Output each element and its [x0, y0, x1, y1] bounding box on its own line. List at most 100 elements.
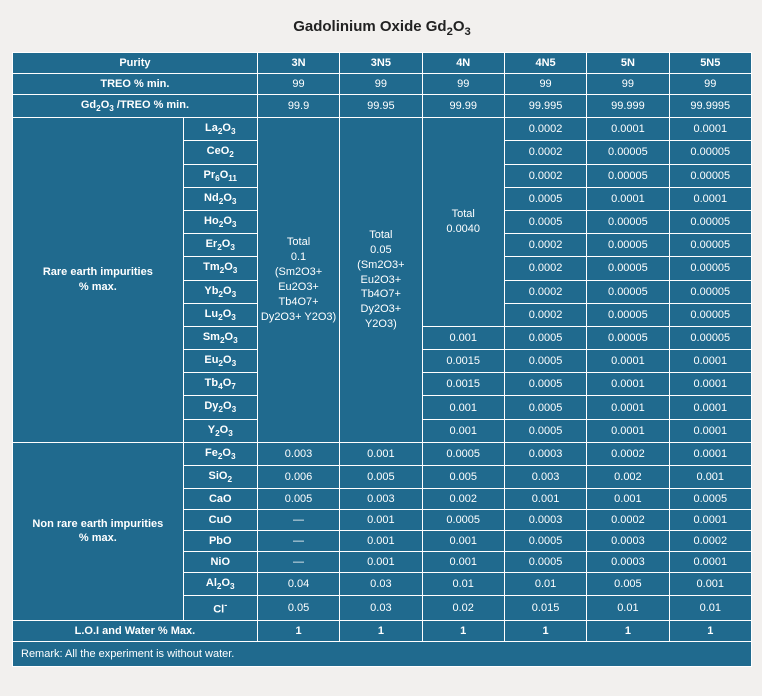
cell: 0.0002 [504, 164, 586, 187]
cell: 0.0001 [669, 442, 751, 465]
cell: 0.0001 [669, 419, 751, 442]
cell: 0.001 [587, 489, 669, 510]
cell: 0.0015 [422, 350, 504, 373]
cell: 0.0002 [504, 257, 586, 280]
cell: 0.0002 [504, 303, 586, 326]
cell: 0.0002 [504, 234, 586, 257]
oxide-label: Tb4O7 [183, 373, 257, 396]
cell: 99 [340, 74, 422, 95]
cell: 0.00005 [587, 303, 669, 326]
cell: 0.0001 [587, 373, 669, 396]
cell: 0.001 [422, 419, 504, 442]
oxide-label: Tm2O3 [183, 257, 257, 280]
cell: 0.01 [669, 596, 751, 621]
row-label: L.O.I and Water % Max. [13, 621, 258, 642]
cell: 1 [257, 621, 339, 642]
oxide-label: PbO [183, 531, 257, 552]
spec-table: Purity3N3N54N4N55N5N5TREO % min.99999999… [12, 52, 752, 642]
cell: 0.0005 [422, 510, 504, 531]
col-header: 4N [422, 53, 504, 74]
oxide-label: Lu2O3 [183, 303, 257, 326]
cell: 0.0005 [504, 552, 586, 573]
cell: 99.99 [422, 95, 504, 118]
section-label: Rare earth impurities% max. [13, 118, 184, 443]
col-header: 5N [587, 53, 669, 74]
cell: 0.0001 [587, 419, 669, 442]
cell: 0.00005 [587, 210, 669, 233]
cell: 0.003 [340, 489, 422, 510]
cell: 99.999 [587, 95, 669, 118]
cell: 99.9995 [669, 95, 751, 118]
oxide-label: CeO2 [183, 141, 257, 164]
merged-cell: Total0.0040 [422, 118, 504, 327]
cell: 0.00005 [669, 141, 751, 164]
cell: 0.001 [340, 510, 422, 531]
cell: 0.0003 [504, 442, 586, 465]
oxide-label: SiO2 [183, 466, 257, 489]
cell: 0.005 [422, 466, 504, 489]
cell: 0.0005 [422, 442, 504, 465]
cell: 0.0005 [504, 326, 586, 349]
col-header: 5N5 [669, 53, 751, 74]
oxide-label: Cl- [183, 596, 257, 621]
oxide-label: Nd2O3 [183, 187, 257, 210]
cell: 0.00005 [587, 257, 669, 280]
cell: 0.0001 [669, 187, 751, 210]
cell: 0.01 [422, 573, 504, 596]
cell: 0.0002 [587, 442, 669, 465]
col-header: 3N [257, 53, 339, 74]
cell: 0.0001 [669, 552, 751, 573]
cell: 0.001 [422, 552, 504, 573]
cell: — [257, 531, 339, 552]
cell: 0.005 [587, 573, 669, 596]
cell: 0.00005 [669, 303, 751, 326]
cell: 0.05 [257, 596, 339, 621]
cell: 0.00005 [669, 210, 751, 233]
cell: 0.00005 [669, 164, 751, 187]
col-header: 3N5 [340, 53, 422, 74]
cell: 0.006 [257, 466, 339, 489]
cell: 0.0002 [504, 280, 586, 303]
cell: 0.00005 [587, 164, 669, 187]
cell: 0.0003 [587, 531, 669, 552]
cell: 0.0005 [669, 489, 751, 510]
cell: 0.03 [340, 573, 422, 596]
cell: 0.0002 [504, 118, 586, 141]
cell: 0.002 [422, 489, 504, 510]
oxide-label: Er2O3 [183, 234, 257, 257]
cell: 0.0002 [504, 141, 586, 164]
cell: 0.0003 [587, 552, 669, 573]
cell: 0.0015 [422, 373, 504, 396]
merged-cell: Total0.1(Sm2O3+Eu2O3+Tb4O7+Dy2O3+ Y2O3) [257, 118, 339, 443]
cell: 0.0005 [504, 350, 586, 373]
cell: 0.001 [422, 326, 504, 349]
cell: 0.04 [257, 573, 339, 596]
cell: 0.00005 [587, 141, 669, 164]
cell: — [257, 510, 339, 531]
cell: 0.015 [504, 596, 586, 621]
cell: 1 [669, 621, 751, 642]
cell: 0.001 [340, 552, 422, 573]
cell: — [257, 552, 339, 573]
oxide-label: Al2O3 [183, 573, 257, 596]
cell: 0.001 [669, 573, 751, 596]
cell: 0.00005 [669, 257, 751, 280]
oxide-label: CaO [183, 489, 257, 510]
row-label: TREO % min. [13, 74, 258, 95]
cell: 0.01 [587, 596, 669, 621]
cell: 1 [422, 621, 504, 642]
oxide-label: Sm2O3 [183, 326, 257, 349]
cell: 0.005 [340, 466, 422, 489]
cell: 99 [257, 74, 339, 95]
cell: 1 [340, 621, 422, 642]
cell: 0.0001 [587, 396, 669, 419]
cell: 0.0005 [504, 531, 586, 552]
cell: 0.0001 [587, 118, 669, 141]
oxide-label: Dy2O3 [183, 396, 257, 419]
cell: 1 [587, 621, 669, 642]
cell: 0.0001 [669, 373, 751, 396]
cell: 0.001 [422, 396, 504, 419]
cell: 0.00005 [587, 234, 669, 257]
cell: 0.0001 [669, 510, 751, 531]
cell: 0.0002 [669, 531, 751, 552]
